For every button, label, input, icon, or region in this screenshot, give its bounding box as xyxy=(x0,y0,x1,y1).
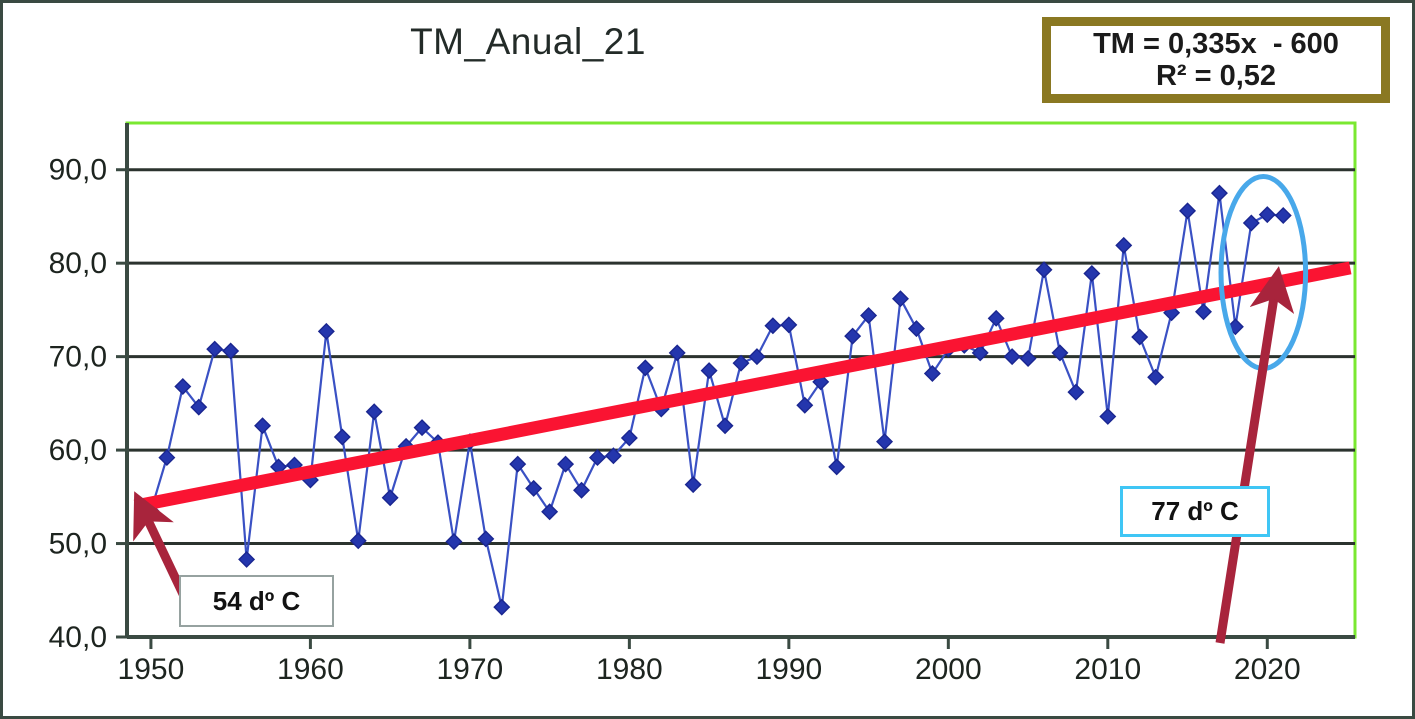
y-tick-label: 60,0 xyxy=(49,434,107,467)
trendline-equation-box: TM = 0,335x - 600 R² = 0,52 xyxy=(1042,17,1390,103)
x-tick-label: 1990 xyxy=(755,653,822,686)
data-point-marker xyxy=(764,317,782,335)
data-point-marker xyxy=(573,481,591,499)
data-point-marker xyxy=(1115,236,1133,254)
data-point-marker xyxy=(1179,202,1197,220)
x-tick-label: 2020 xyxy=(1234,653,1301,686)
annotation-callout-right: 77 dº C xyxy=(1120,486,1270,537)
data-point-marker xyxy=(828,458,846,476)
data-point-marker xyxy=(477,530,495,548)
data-point-marker xyxy=(796,396,814,414)
data-point-marker xyxy=(493,598,511,616)
data-point-marker xyxy=(158,449,176,467)
data-point-marker xyxy=(1083,264,1101,282)
data-point-marker xyxy=(1067,383,1085,401)
data-point-marker xyxy=(923,364,941,382)
data-point-marker xyxy=(206,340,224,358)
data-point-marker xyxy=(780,316,798,334)
data-point-marker xyxy=(588,449,606,467)
data-point-marker xyxy=(844,327,862,345)
y-tick-label: 50,0 xyxy=(49,528,107,561)
data-point-marker xyxy=(971,344,989,362)
data-point-marker xyxy=(333,428,351,446)
data-point-marker xyxy=(891,290,909,308)
data-point-marker xyxy=(636,359,654,377)
data-point-marker xyxy=(1003,348,1021,366)
data-point-marker xyxy=(445,533,463,551)
data-point-marker xyxy=(1195,303,1212,321)
x-tick-label: 1960 xyxy=(277,653,344,686)
data-point-marker xyxy=(1210,184,1228,202)
x-tick-label: 2010 xyxy=(1074,653,1141,686)
data-point-marker xyxy=(174,378,192,396)
data-point-marker xyxy=(684,476,702,494)
annotation-arrow-right xyxy=(1215,266,1295,644)
data-point-marker xyxy=(987,309,1005,327)
data-point-marker xyxy=(668,344,686,362)
data-point-marker xyxy=(557,455,575,473)
data-point-marker xyxy=(365,403,383,421)
y-tick-label: 40,0 xyxy=(49,621,107,654)
data-point-marker xyxy=(1035,261,1053,279)
data-point-marker xyxy=(732,354,750,372)
data-point-marker xyxy=(317,322,335,340)
plot-area xyxy=(125,121,1357,639)
data-point-marker xyxy=(1099,407,1117,425)
data-point-marker xyxy=(222,342,240,360)
data-point-marker xyxy=(1019,350,1037,367)
data-point-marker xyxy=(860,307,878,325)
data-point-marker xyxy=(1051,344,1069,362)
x-tick-label: 1970 xyxy=(437,653,504,686)
x-tick-label: 2000 xyxy=(915,653,982,686)
data-point-marker xyxy=(541,503,559,521)
data-point-marker xyxy=(907,320,925,338)
data-point-marker xyxy=(525,479,543,497)
y-tick-label: 70,0 xyxy=(49,341,107,374)
data-point-marker xyxy=(1147,368,1165,386)
data-point-marker xyxy=(620,429,638,447)
data-point-marker xyxy=(349,532,367,550)
data-point-marker xyxy=(716,417,734,435)
data-point-marker xyxy=(876,433,894,451)
data-point-marker xyxy=(1258,206,1276,224)
equation-line-1: TM = 0,335x - 600 xyxy=(1093,27,1339,60)
data-point-marker xyxy=(254,417,272,435)
equation-line-2: R² = 0,52 xyxy=(1155,60,1277,92)
annotation-callout-left: 54 dº C xyxy=(179,575,334,627)
data-point-marker xyxy=(1274,207,1292,225)
data-point-marker xyxy=(509,455,527,473)
data-point-marker xyxy=(700,362,718,380)
y-tick-label: 90,0 xyxy=(49,154,107,187)
data-point-marker xyxy=(413,419,431,437)
data-point-marker xyxy=(190,398,208,416)
data-point-marker xyxy=(381,489,399,507)
y-tick-label: 80,0 xyxy=(49,247,107,280)
page-title: TM_Anual_21 xyxy=(410,21,646,62)
data-point-marker xyxy=(1242,214,1260,232)
trendline xyxy=(133,261,1352,513)
data-point-marker xyxy=(1131,328,1149,346)
x-tick-label: 1950 xyxy=(118,653,185,686)
chart-plot: 40,0 50,0 60,0 70,0 80,0 90,0 1950 1960 1970 1980… xyxy=(49,121,1357,686)
data-point-marker xyxy=(238,550,256,568)
data-point-marker xyxy=(604,447,622,465)
data-point-marker xyxy=(748,348,766,366)
x-tick-label: 1980 xyxy=(596,653,663,686)
